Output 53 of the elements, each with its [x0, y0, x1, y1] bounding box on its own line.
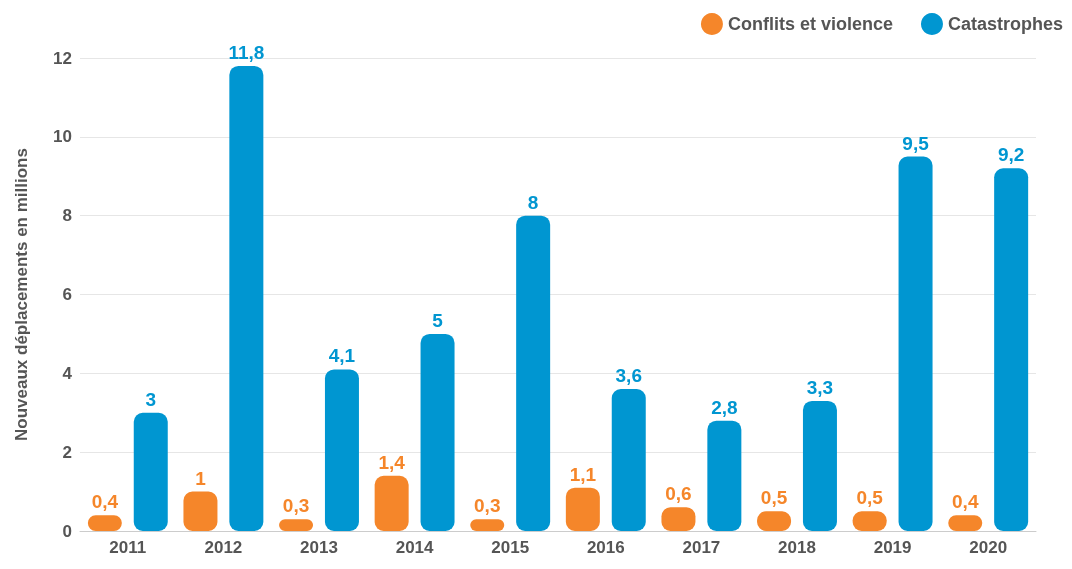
legend-label: Conflits et violence [727, 14, 893, 34]
data-label: 9,5 [902, 132, 930, 154]
bar [611, 389, 646, 531]
x-tick-label: 2017 [682, 538, 721, 557]
data-label: 8 [527, 191, 539, 213]
data-label: 0,4 [952, 491, 979, 513]
bar [994, 168, 1029, 531]
bar [565, 487, 600, 531]
x-tick-label: 2012 [204, 538, 243, 557]
x-tick-label: 2018 [778, 538, 816, 557]
data-label: 4,1 [328, 345, 356, 367]
bar [229, 65, 264, 531]
bar [324, 369, 359, 531]
data-label: 2,8 [711, 396, 738, 418]
data-label: 0,5 [760, 487, 788, 509]
data-label: 1,4 [378, 451, 406, 473]
y-tick-label: 6 [62, 285, 72, 304]
y-tick-label: 4 [62, 363, 73, 383]
y-tick-label: 8 [62, 206, 72, 226]
bar [133, 412, 168, 531]
x-tick-label: 2020 [969, 538, 1008, 557]
bar [374, 475, 409, 531]
y-tick-label: 10 [53, 127, 72, 147]
legend-label: Catastrophes [947, 14, 1063, 34]
data-label: 3,3 [806, 376, 834, 398]
y-tick-label: 12 [53, 48, 72, 68]
x-tick-label: 2013 [300, 538, 338, 557]
bar [516, 215, 551, 531]
data-label: 0,5 [856, 487, 884, 509]
data-label: 1,1 [569, 463, 597, 485]
data-label: 0,3 [474, 495, 501, 517]
y-axis-title: Nouveaux déplacements en millions [12, 148, 31, 441]
data-label: 1 [195, 467, 207, 489]
data-label: 3,6 [615, 365, 642, 387]
bar [183, 491, 218, 531]
x-tick-label: 2016 [586, 538, 625, 557]
x-tick-label: 2011 [109, 538, 147, 557]
bar [420, 333, 455, 531]
data-label: 9,2 [997, 144, 1025, 166]
data-label: 0,6 [665, 483, 692, 505]
bar [707, 420, 742, 531]
x-tick-label: 2014 [395, 538, 435, 557]
y-tick-label: 2 [62, 442, 72, 462]
x-tick-label: 2015 [491, 538, 530, 557]
data-label: 3 [145, 388, 157, 410]
bar [802, 400, 837, 531]
data-label: 0,4 [91, 491, 119, 513]
data-label: 11,8 [228, 41, 265, 63]
data-label: 0,3 [282, 495, 310, 517]
data-label: 5 [432, 309, 444, 331]
bar [898, 156, 933, 531]
y-tick-label: 0 [62, 521, 72, 541]
x-tick-label: 2019 [873, 538, 912, 557]
